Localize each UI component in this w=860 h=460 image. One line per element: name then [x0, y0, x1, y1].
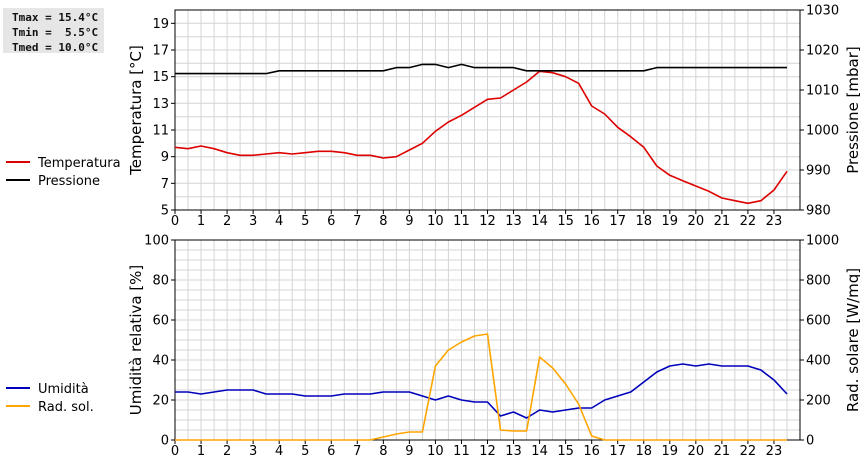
x-tick-label: 16: [583, 214, 600, 229]
legend-label: Temperatura: [37, 156, 121, 171]
x-tick-label: 18: [635, 214, 652, 229]
x-tick-label: 11: [453, 444, 470, 459]
x-tick-label: 3: [249, 444, 257, 459]
x-tick-label: 2: [223, 214, 231, 229]
x-tick-label: 12: [479, 214, 496, 229]
x-tick-label: 9: [405, 214, 413, 229]
x-tick-label: 13: [505, 214, 522, 229]
x-tick-label: 15: [557, 214, 574, 229]
x-tick-label: 18: [635, 444, 652, 459]
y-left-tick-label: 40: [152, 354, 169, 369]
legend-label: Umidità: [38, 382, 89, 397]
y-left-tick-label: 19: [152, 17, 169, 32]
x-tick-label: 6: [327, 214, 335, 229]
x-tick-label: 15: [557, 444, 574, 459]
x-tick-label: 0: [171, 214, 179, 229]
x-tick-label: 7: [353, 444, 361, 459]
x-tick-label: 16: [583, 444, 600, 459]
y-right-tick-label: 1010: [806, 84, 839, 99]
y-left-axis-label: Temperatura [°C]: [127, 45, 145, 176]
y-left-axis-label: Umidità relativa [%]: [127, 265, 145, 416]
x-tick-label: 1: [197, 444, 205, 459]
x-tick-label: 23: [766, 444, 783, 459]
y-right-tick-label: 990: [806, 164, 831, 179]
y-left-tick-label: 11: [152, 124, 169, 139]
series-line-umidit-: [175, 363, 788, 419]
x-tick-label: 21: [714, 444, 731, 459]
y-right-tick-label: 600: [806, 314, 831, 329]
tmin-text: Tmin = 5.5°C: [12, 26, 99, 39]
y-right-tick-label: 0: [806, 434, 814, 449]
x-tick-label: 2: [223, 444, 231, 459]
x-tick-label: 9: [405, 444, 413, 459]
x-tick-label: 10: [427, 444, 444, 459]
x-tick-label: 19: [662, 444, 679, 459]
x-tick-label: 11: [453, 214, 470, 229]
series-line-rad-sol-: [175, 333, 787, 441]
series-line-pressione: [175, 63, 787, 75]
x-tick-label: 3: [249, 214, 257, 229]
x-tick-label: 21: [714, 214, 731, 229]
y-right-tick-label: 1030: [806, 4, 839, 19]
y-right-tick-label: 1020: [806, 44, 839, 59]
stats-box: Tmax = 15.4°C Tmin = 5.5°C Tmed = 10.0°C: [3, 8, 104, 54]
x-tick-label: 22: [740, 214, 757, 229]
y-left-tick-label: 13: [152, 97, 169, 112]
x-tick-label: 22: [740, 444, 757, 459]
x-tick-label: 12: [479, 444, 496, 459]
x-tick-label: 23: [766, 214, 783, 229]
x-tick-label: 1: [197, 214, 205, 229]
x-tick-label: 17: [609, 444, 626, 459]
x-tick-label: 19: [662, 214, 679, 229]
y-left-tick-label: 80: [152, 274, 169, 289]
y-right-tick-label: 800: [806, 274, 831, 289]
y-right-tick-label: 1000: [806, 124, 839, 139]
x-tick-label: 17: [609, 214, 626, 229]
x-tick-label: 8: [379, 444, 387, 459]
y-right-tick-label: 1000: [806, 234, 839, 249]
x-tick-label: 14: [531, 214, 548, 229]
x-tick-label: 4: [275, 444, 283, 459]
x-tick-label: 5: [301, 444, 309, 459]
series-line-temperatura: [174, 70, 788, 205]
y-left-tick-label: 15: [152, 70, 169, 85]
y-left-tick-label: 9: [161, 150, 169, 165]
y-right-tick-label: 400: [806, 354, 831, 369]
x-tick-label: 8: [379, 214, 387, 229]
y-left-tick-label: 7: [161, 177, 169, 192]
y-right-axis-label: Pressione [mbar]: [844, 46, 860, 174]
y-left-tick-label: 17: [152, 44, 169, 59]
x-tick-label: 20: [688, 444, 705, 459]
y-right-tick-label: 200: [806, 394, 831, 409]
y-left-tick-label: 20: [152, 394, 169, 409]
y-left-tick-label: 100: [144, 234, 169, 249]
x-tick-label: 14: [531, 444, 548, 459]
x-tick-label: 7: [353, 214, 361, 229]
y-left-tick-label: 60: [152, 314, 169, 329]
y-left-tick-label: 5: [161, 204, 169, 219]
x-tick-label: 4: [275, 214, 283, 229]
x-tick-label: 13: [505, 444, 522, 459]
y-right-axis-label: Rad. solare [W/mq]: [844, 268, 860, 412]
legend-label: Pressione: [38, 174, 100, 189]
x-tick-label: 6: [327, 444, 335, 459]
x-tick-label: 10: [427, 214, 444, 229]
tmed-text: Tmed = 10.0°C: [12, 41, 99, 54]
y-right-tick-label: 980: [806, 204, 831, 219]
y-left-tick-label: 0: [161, 434, 169, 449]
x-tick-label: 5: [301, 214, 309, 229]
x-tick-label: 0: [171, 444, 179, 459]
legend-label: Rad. sol.: [38, 400, 94, 415]
tmax-text: Tmax = 15.4°C: [12, 11, 99, 24]
x-tick-label: 20: [688, 214, 705, 229]
